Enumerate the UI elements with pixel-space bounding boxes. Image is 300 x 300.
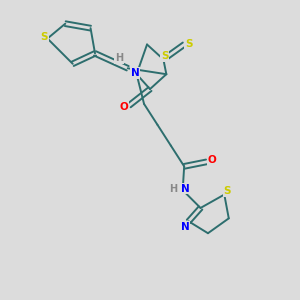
- Text: H: H: [169, 184, 177, 194]
- Text: S: S: [161, 51, 169, 61]
- Text: O: O: [119, 102, 128, 112]
- Text: S: S: [41, 32, 48, 42]
- Text: N: N: [181, 222, 189, 232]
- Text: S: S: [224, 186, 231, 196]
- Text: O: O: [207, 155, 216, 165]
- Text: S: S: [185, 40, 192, 50]
- Text: N: N: [131, 68, 140, 78]
- Text: H: H: [115, 53, 123, 63]
- Text: N: N: [181, 184, 190, 194]
